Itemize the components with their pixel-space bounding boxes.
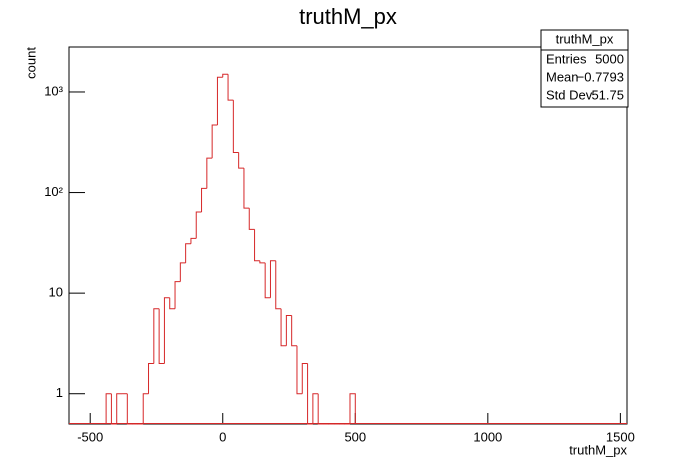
histogram-bin [280, 308, 287, 347]
histogram-bin [163, 297, 170, 364]
histogram-bin [179, 262, 186, 282]
histogram-bin [195, 211, 202, 239]
histogram-bin [243, 168, 250, 209]
x-tick-label: 0 [219, 429, 226, 444]
histogram-bin [148, 362, 154, 394]
histogram-bin [349, 393, 356, 424]
histogram-bin [232, 100, 239, 154]
histogram-bin [307, 363, 313, 425]
y-tick-label: 10³ [44, 83, 63, 98]
histogram-bin [216, 76, 223, 125]
histogram-bin [264, 262, 271, 299]
stats-label: Std Dev [546, 87, 593, 102]
x-tick-label: -500 [77, 429, 103, 444]
histogram-bin [296, 345, 303, 395]
x-tick-label: 500 [344, 429, 366, 444]
histogram-bin [301, 362, 308, 394]
histogram-bin [291, 315, 297, 347]
histogram-bin [190, 237, 197, 244]
histogram-bin [248, 208, 255, 230]
histogram-bin [185, 243, 191, 263]
histogram-bin [105, 393, 112, 424]
histogram-bin [158, 308, 165, 364]
histogram-bin [254, 229, 260, 262]
stats-label: Entries [546, 51, 587, 66]
histogram-bin [317, 393, 324, 425]
stats-value: 5000 [595, 51, 624, 66]
histogram-bin [285, 314, 292, 346]
stats-title: truthM_px [556, 31, 614, 46]
histogram-bin [206, 157, 213, 189]
histogram-bin [269, 260, 276, 298]
histogram-bin [142, 393, 149, 424]
x-axis-label: truthM_px [569, 442, 627, 457]
stats-box: truthM_px Entries 5000 Mean −0.7793 Std … [540, 29, 629, 108]
histogram-bin [110, 393, 117, 425]
x-tick-label: 1000 [473, 429, 502, 444]
histogram-bin [174, 281, 181, 309]
stats-value: 51.75 [591, 87, 624, 102]
histogram-bin [227, 74, 234, 101]
histogram-bin [312, 393, 319, 424]
y-tick-label: 10 [49, 285, 63, 300]
histogram-bin [169, 297, 176, 310]
stats-label: Mean [546, 69, 579, 84]
y-tick-label: 10² [44, 184, 63, 199]
histogram-bin [222, 73, 229, 78]
histogram-bin [116, 393, 123, 424]
histogram-bin [238, 152, 244, 169]
histogram-bin [201, 187, 207, 213]
y-tick-label: 1 [56, 385, 63, 400]
histogram-bin [153, 308, 160, 364]
histogram-bin [275, 260, 282, 310]
chart-title: truthM_px [299, 4, 397, 29]
y-axis-label: count [23, 47, 38, 79]
histogram-bin [259, 260, 266, 264]
histogram-bin [211, 124, 218, 159]
stats-frame [540, 29, 629, 108]
stats-value: −0.7793 [577, 69, 624, 84]
x-tick-label: 1500 [606, 429, 635, 444]
histogram-bin [126, 393, 133, 425]
